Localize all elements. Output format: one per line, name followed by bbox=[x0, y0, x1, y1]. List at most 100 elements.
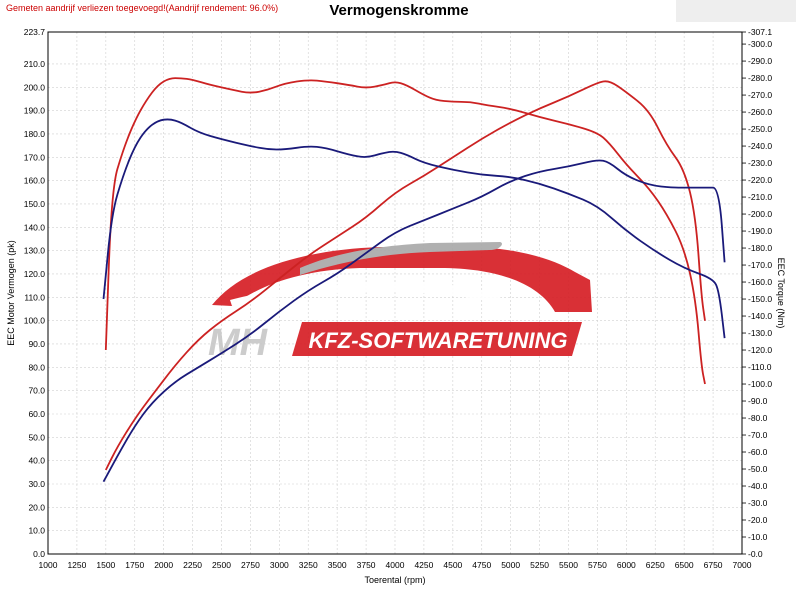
x-tick-label: 4000 bbox=[386, 560, 405, 570]
watermark-text: KFZ-SOFTWARETUNING bbox=[308, 328, 567, 353]
y-left-tick-label: 40.0 bbox=[28, 456, 45, 466]
y-right-tick-label: -240.0 bbox=[748, 141, 772, 151]
y-right-tick-label: -300.0 bbox=[748, 39, 772, 49]
x-tick-label: 3000 bbox=[270, 560, 289, 570]
x-tick-label: 1000 bbox=[39, 560, 58, 570]
y-right-tick-label: -70.0 bbox=[748, 430, 768, 440]
y-left-tick-label: 160.0 bbox=[24, 176, 46, 186]
series-line-4 bbox=[102, 159, 726, 483]
x-tick-label: 6250 bbox=[646, 560, 665, 570]
y-right-tick-label: -120.0 bbox=[748, 345, 772, 355]
y-right-tick-label: -290.0 bbox=[748, 56, 772, 66]
x-tick-label: 5250 bbox=[530, 560, 549, 570]
y-right-tick-label: -130.0 bbox=[748, 328, 772, 338]
y-right-tick-label: -150.0 bbox=[748, 294, 772, 304]
y-left-tick-label: 30.0 bbox=[28, 479, 45, 489]
y-left-tick-label: 130.0 bbox=[24, 246, 46, 256]
y-right-tick-label: -30.0 bbox=[748, 498, 768, 508]
y-right-tick-label: -250.0 bbox=[748, 124, 772, 134]
y-axis-right-label: EEC Torque (Nm) bbox=[776, 258, 786, 329]
y-left-tick-label: 70.0 bbox=[28, 386, 45, 396]
car-swoosh-shape bbox=[212, 247, 592, 312]
x-tick-label: 6000 bbox=[617, 560, 636, 570]
y-left-tick-label: 180.0 bbox=[24, 129, 46, 139]
y-right-tick-label: -80.0 bbox=[748, 413, 768, 423]
x-tick-label: 3500 bbox=[328, 560, 347, 570]
y-right-tick-label: -100.0 bbox=[748, 379, 772, 389]
header-box bbox=[676, 0, 796, 22]
y-left-tick-label: 170.0 bbox=[24, 152, 46, 162]
x-tick-label: 2750 bbox=[241, 560, 260, 570]
x-axis-label: Toerental (rpm) bbox=[364, 575, 425, 585]
x-tick-label: 1250 bbox=[67, 560, 86, 570]
watermark-logo: MH KFZ-SOFTWARETUNING bbox=[208, 242, 592, 364]
y-left-tick-label: 190.0 bbox=[24, 106, 46, 116]
x-tick-label: 6750 bbox=[704, 560, 723, 570]
y-right-tick-label: -230.0 bbox=[748, 158, 772, 168]
y-right-tick-label: -200.0 bbox=[748, 209, 772, 219]
series-line-2 bbox=[104, 80, 706, 471]
x-tick-label: 5500 bbox=[559, 560, 578, 570]
y-left-tick-label: 80.0 bbox=[28, 362, 45, 372]
y-right-tick-label: -170.0 bbox=[748, 260, 772, 270]
y-left-tick-label: 200.0 bbox=[24, 82, 46, 92]
y-right-tick-label: -20.0 bbox=[748, 515, 768, 525]
y-left-tick-label: 0.0 bbox=[33, 549, 45, 559]
y-right-tick-label: -110.0 bbox=[748, 362, 772, 372]
x-tick-label: 6500 bbox=[675, 560, 694, 570]
x-tick-label: 3750 bbox=[357, 560, 376, 570]
x-tick-label: 4250 bbox=[414, 560, 433, 570]
tick-labels: 1000 1250 1500 1750 2000 2250 2500 2750 3000 3250… bbox=[24, 27, 773, 570]
y-right-tick-label: -220.0 bbox=[748, 175, 772, 185]
car-roof-shape bbox=[300, 242, 502, 275]
x-tick-label: 1750 bbox=[125, 560, 144, 570]
y-right-tick-label: -90.0 bbox=[748, 396, 768, 406]
loss-note: Gemeten aandrijf verliezen toegevoegd!(A… bbox=[6, 3, 279, 13]
y-right-tick-label: -270.0 bbox=[748, 90, 772, 100]
y-left-tick-label: 60.0 bbox=[28, 409, 45, 419]
y-left-tick-label: 110.0 bbox=[24, 292, 45, 302]
y-left-tick-label: 140.0 bbox=[24, 222, 46, 232]
x-tick-label: 4750 bbox=[472, 560, 491, 570]
x-tick-label: 4500 bbox=[443, 560, 462, 570]
y-left-tick-label: 223.7 bbox=[24, 27, 46, 37]
y-right-tick-label: -307.1 bbox=[748, 27, 772, 37]
y-right-tick-label: -140.0 bbox=[748, 311, 772, 321]
y-right-tick-label: -190.0 bbox=[748, 226, 772, 236]
y-left-tick-label: 90.0 bbox=[28, 339, 45, 349]
x-tick-label: 1500 bbox=[96, 560, 115, 570]
chart-title: Vermogenskromme bbox=[329, 2, 469, 19]
y-right-tick-label: -60.0 bbox=[748, 447, 768, 457]
x-tick-label: 5750 bbox=[588, 560, 607, 570]
y-axis-left-label: EEC Motor Vermogen (pk) bbox=[6, 240, 16, 346]
x-tick-label: 2500 bbox=[212, 560, 231, 570]
y-left-tick-label: 100.0 bbox=[24, 316, 46, 326]
y-left-tick-label: 120.0 bbox=[24, 269, 46, 279]
y-left-tick-label: 50.0 bbox=[28, 432, 45, 442]
y-right-tick-label: -260.0 bbox=[748, 107, 772, 117]
y-right-tick-label: -160.0 bbox=[748, 277, 772, 287]
y-right-tick-label: -10.0 bbox=[748, 532, 768, 542]
y-left-tick-label: 10.0 bbox=[28, 526, 45, 536]
y-right-tick-label: -210.0 bbox=[748, 192, 772, 202]
x-tick-label: 2000 bbox=[154, 560, 173, 570]
plot-frame bbox=[47, 31, 743, 555]
car-window-shape bbox=[230, 283, 505, 306]
y-right-tick-label: -50.0 bbox=[748, 464, 768, 474]
y-left-tick-label: 210.0 bbox=[24, 59, 46, 69]
series-line-3 bbox=[102, 118, 726, 339]
y-right-tick-label: -180.0 bbox=[748, 243, 772, 253]
x-tick-label: 5000 bbox=[501, 560, 520, 570]
series-line-1 bbox=[104, 77, 706, 385]
y-right-tick-label: -280.0 bbox=[748, 73, 772, 83]
x-tick-label: 3250 bbox=[299, 560, 318, 570]
y-left-tick-label: 150.0 bbox=[24, 199, 46, 209]
brand-banner bbox=[292, 322, 582, 356]
y-left-tick-label: 20.0 bbox=[28, 502, 45, 512]
series-group bbox=[102, 77, 726, 483]
x-tick-label: 2250 bbox=[183, 560, 202, 570]
y-right-tick-label: -40.0 bbox=[748, 481, 768, 491]
x-tick-label: 7000 bbox=[733, 560, 752, 570]
y-right-tick-label: -0.0 bbox=[748, 549, 763, 559]
